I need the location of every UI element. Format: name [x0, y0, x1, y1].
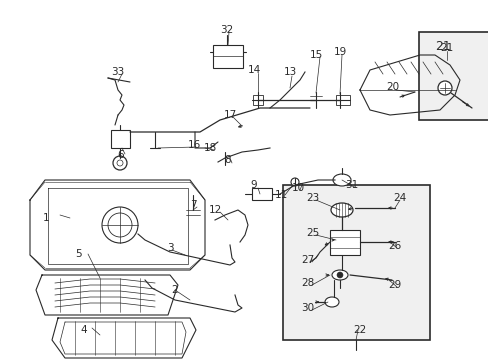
- Text: 29: 29: [387, 280, 401, 290]
- Circle shape: [437, 81, 451, 95]
- Text: 24: 24: [392, 193, 406, 203]
- Ellipse shape: [332, 174, 350, 186]
- Text: 10: 10: [291, 183, 304, 193]
- Text: 22: 22: [353, 325, 366, 335]
- Bar: [213, 45, 243, 68]
- Text: 32: 32: [220, 25, 233, 35]
- Text: 16: 16: [187, 140, 200, 150]
- Text: 30: 30: [301, 303, 314, 313]
- Bar: [329, 230, 359, 255]
- Text: 15: 15: [309, 50, 322, 60]
- Bar: [335, 95, 349, 105]
- Text: 31: 31: [345, 180, 358, 190]
- Text: 5: 5: [75, 249, 81, 259]
- Text: 18: 18: [203, 143, 216, 153]
- Text: 33: 33: [111, 67, 124, 77]
- Text: 3: 3: [166, 243, 173, 253]
- Circle shape: [113, 156, 127, 170]
- Circle shape: [336, 272, 342, 278]
- Ellipse shape: [325, 297, 338, 307]
- Text: 2: 2: [171, 285, 178, 295]
- Text: 12: 12: [208, 205, 221, 215]
- Text: 17: 17: [223, 110, 236, 120]
- Text: 9: 9: [250, 180, 257, 190]
- Bar: [418, 32, 488, 120]
- Circle shape: [102, 207, 138, 243]
- Text: 13: 13: [283, 67, 296, 77]
- Text: 21: 21: [440, 43, 453, 53]
- Text: 1: 1: [42, 213, 49, 223]
- Bar: [283, 185, 429, 340]
- Text: 7: 7: [189, 200, 196, 210]
- Bar: [251, 188, 271, 200]
- Text: 14: 14: [247, 65, 260, 75]
- Text: 8: 8: [224, 155, 231, 165]
- Text: 23: 23: [306, 193, 319, 203]
- Bar: [252, 95, 263, 105]
- Ellipse shape: [330, 203, 352, 217]
- Text: 20: 20: [386, 82, 399, 92]
- Text: 21: 21: [434, 40, 450, 53]
- Text: 11: 11: [274, 190, 287, 200]
- Bar: [111, 130, 130, 148]
- Ellipse shape: [331, 270, 347, 280]
- Circle shape: [290, 178, 298, 186]
- Text: 28: 28: [301, 278, 314, 288]
- Text: 6: 6: [118, 150, 124, 160]
- Text: 25: 25: [306, 228, 319, 238]
- Text: 19: 19: [333, 47, 346, 57]
- Text: 4: 4: [81, 325, 87, 335]
- Text: 26: 26: [387, 241, 401, 251]
- Text: 27: 27: [301, 255, 314, 265]
